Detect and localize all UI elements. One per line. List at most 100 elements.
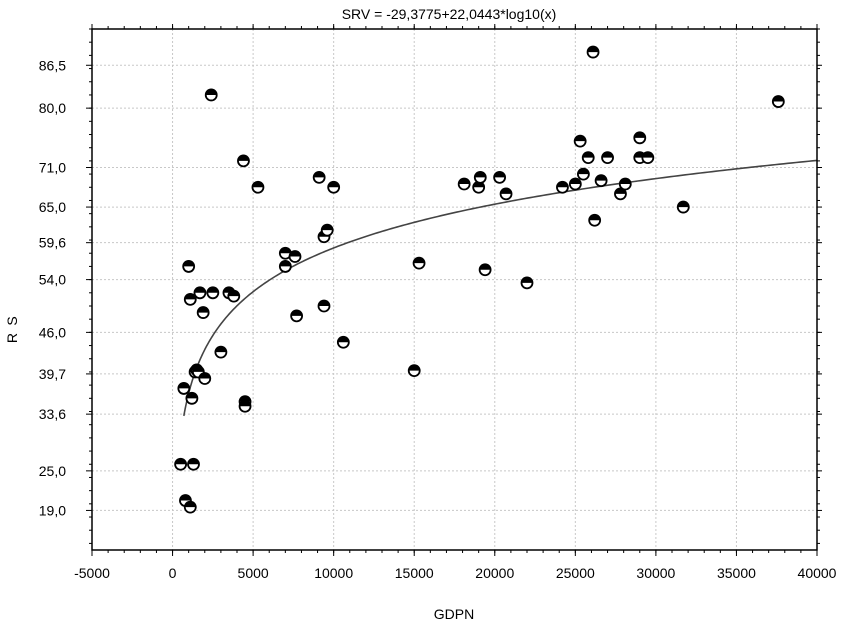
- x-tick-label: -5000: [74, 565, 110, 581]
- data-point-shade: [178, 382, 190, 389]
- data-point: [290, 309, 304, 323]
- data-point-shade: [197, 307, 209, 313]
- x-tick-label: 10000: [314, 565, 353, 581]
- data-point-shade: [237, 155, 249, 161]
- data-point-shade: [199, 373, 211, 379]
- data-point: [320, 223, 334, 237]
- data-point-shade: [642, 152, 654, 158]
- data-point-shade: [595, 175, 607, 181]
- chart-title: SRV = -29,3775+22,0443*log10(x): [342, 6, 557, 22]
- data-point-shade: [589, 214, 601, 221]
- y-tick-label: 33,6: [39, 406, 66, 422]
- data-point-shade: [215, 346, 227, 353]
- x-tick-label: 5000: [238, 565, 269, 581]
- data-point: [493, 170, 507, 184]
- data-point-shade: [175, 458, 187, 465]
- fit-curve: [183, 159, 818, 417]
- data-point-shade: [577, 168, 589, 175]
- data-point: [771, 95, 785, 108]
- data-point-shade: [186, 392, 198, 399]
- x-tick-label: 35000: [717, 565, 756, 581]
- data-point: [183, 292, 197, 306]
- data-point-shade: [252, 181, 264, 188]
- x-axis-title: GDPN: [434, 606, 474, 622]
- data-point: [198, 372, 212, 385]
- data-point: [327, 180, 341, 194]
- data-point: [196, 306, 210, 319]
- x-tick-label: 25000: [556, 565, 595, 581]
- data-point: [601, 151, 614, 165]
- axes: -5000 0 5000 10000 15000 20000 25000 30000 35000…: [39, 24, 837, 581]
- data-point-shade: [289, 251, 301, 257]
- data-point-shade: [479, 264, 491, 270]
- data-point: [676, 200, 690, 214]
- data-point-shade: [183, 260, 195, 267]
- data-point-shade: [677, 201, 689, 208]
- data-point: [618, 177, 632, 191]
- y-tick-label: 39,7: [39, 366, 66, 382]
- data-point: [174, 457, 188, 471]
- data-point: [182, 260, 196, 273]
- data-point: [288, 250, 302, 263]
- data-point: [312, 170, 326, 184]
- x-tick-label: 15000: [395, 565, 434, 581]
- data-point-shade: [582, 152, 594, 158]
- data-points: [174, 45, 785, 514]
- data-point-shade: [205, 89, 217, 95]
- data-point: [237, 154, 250, 168]
- data-point-shade: [179, 495, 191, 501]
- data-point: [227, 289, 241, 303]
- data-point-shade: [239, 400, 251, 407]
- data-point: [556, 180, 569, 194]
- data-point: [586, 45, 600, 59]
- data-point: [641, 151, 655, 165]
- data-point: [177, 382, 191, 395]
- data-point: [278, 260, 292, 273]
- data-point: [317, 299, 331, 313]
- data-point: [573, 134, 587, 148]
- data-point: [238, 399, 252, 413]
- data-point-shade: [521, 277, 533, 283]
- plot-frame: [91, 28, 818, 551]
- data-point: [185, 391, 199, 405]
- y-tick-label: 54,0: [39, 272, 66, 288]
- data-point-shade: [337, 336, 349, 343]
- data-point-shade: [291, 310, 303, 316]
- y-tick-label: 59,6: [39, 235, 66, 251]
- data-point-shade: [192, 366, 204, 372]
- y-tick-label: 65,0: [39, 199, 66, 215]
- data-point: [581, 151, 595, 165]
- data-point-shade: [587, 46, 599, 53]
- data-point-shade: [279, 247, 291, 254]
- data-point: [520, 276, 534, 290]
- data-point-shade: [239, 396, 251, 402]
- data-point-shade: [602, 152, 614, 158]
- x-tick-label: 30000: [636, 565, 675, 581]
- data-point-shade: [228, 290, 240, 297]
- data-point: [193, 286, 207, 300]
- data-point: [412, 256, 426, 270]
- data-point-shade: [318, 300, 330, 306]
- data-point: [594, 174, 608, 188]
- y-tick-label: 71,0: [39, 159, 66, 175]
- data-point: [214, 345, 228, 359]
- data-point: [183, 500, 197, 514]
- data-point-shade: [207, 287, 219, 293]
- data-point-shade: [569, 178, 581, 184]
- data-point-shade: [574, 135, 586, 142]
- data-point-shade: [619, 178, 631, 184]
- y-axis-title-line-1: S: [4, 316, 20, 325]
- y-tick-label: 80,0: [39, 100, 66, 116]
- x-tick-label: 0: [169, 565, 177, 581]
- data-point: [204, 88, 218, 102]
- data-point-shade: [458, 178, 470, 184]
- data-point: [187, 457, 200, 471]
- data-point: [614, 187, 627, 201]
- data-point-shade: [413, 257, 425, 264]
- data-point-shade: [494, 171, 506, 178]
- data-point: [457, 177, 471, 191]
- data-point: [336, 335, 350, 349]
- data-point: [278, 246, 292, 260]
- data-point-shade: [634, 132, 646, 138]
